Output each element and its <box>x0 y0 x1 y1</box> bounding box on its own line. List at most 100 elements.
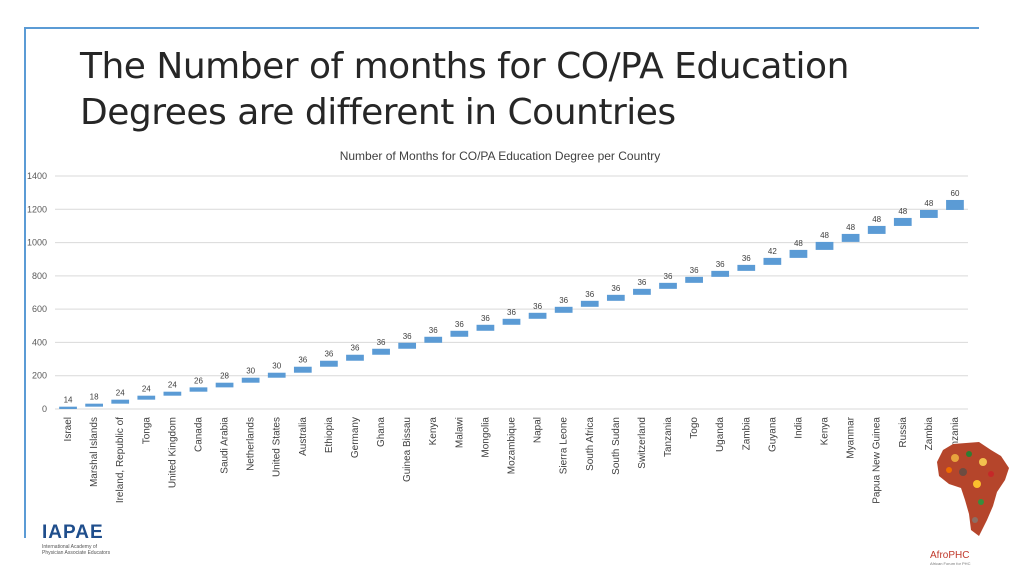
iapae-logo-sub2: Physician Associate Educators <box>42 550 111 556</box>
bar <box>189 387 208 392</box>
bar <box>424 336 443 343</box>
data-label: 48 <box>872 215 881 224</box>
x-tick-label: Togo <box>689 417 700 439</box>
x-tick-label: Ghana <box>376 417 387 447</box>
bar <box>789 249 808 258</box>
data-label: 36 <box>455 320 464 329</box>
x-tick-label: United Kingdom <box>167 417 178 488</box>
bar <box>685 276 703 283</box>
data-label: 36 <box>533 302 542 311</box>
bar <box>85 403 103 407</box>
data-label: 26 <box>194 376 203 385</box>
bar <box>293 366 312 373</box>
bar <box>476 324 495 331</box>
y-tick-label: 400 <box>32 337 47 347</box>
iapae-logo-sub1: International Academy of <box>42 544 98 550</box>
data-label: 48 <box>820 231 829 240</box>
data-label: 36 <box>559 296 568 305</box>
x-tick-label: Kenya <box>820 417 831 446</box>
iapae-logo-text: IAPAE <box>42 522 104 543</box>
bar <box>163 391 182 396</box>
bar <box>241 377 260 383</box>
data-label: 42 <box>768 247 777 256</box>
x-tick-label: Canada <box>193 417 204 452</box>
x-tick-label: Ireland, Republic of <box>115 417 126 503</box>
data-label: 48 <box>794 239 803 248</box>
x-tick-label: Tonga <box>141 417 152 445</box>
data-label: 36 <box>481 314 490 323</box>
x-tick-label: Sierra Leone <box>559 417 570 475</box>
data-label: 48 <box>846 223 855 232</box>
bar <box>763 257 782 265</box>
x-tick-label: Guinea Bissau <box>402 417 413 482</box>
data-label: 30 <box>246 367 255 376</box>
bar <box>606 294 625 301</box>
data-label: 14 <box>64 396 73 405</box>
data-label: 24 <box>142 385 151 394</box>
x-tick-label: Myanmar <box>846 416 857 458</box>
chart-title: Number of Months for CO/PA Education Deg… <box>339 149 661 163</box>
bar <box>815 241 834 250</box>
data-label: 36 <box>403 332 412 341</box>
data-label: 36 <box>324 350 333 359</box>
bar <box>450 330 469 337</box>
bar <box>711 270 730 277</box>
bar <box>346 354 364 361</box>
data-label: 36 <box>507 308 516 317</box>
bar <box>920 209 938 218</box>
y-tick-label: 0 <box>42 404 47 414</box>
bar <box>398 342 417 349</box>
bar <box>320 360 338 367</box>
bar <box>267 372 286 378</box>
data-label: 36 <box>611 284 620 293</box>
data-label: 48 <box>898 207 907 216</box>
data-label: 36 <box>585 290 594 299</box>
x-tick-label: Malawi <box>454 417 465 448</box>
data-label: 36 <box>664 272 673 281</box>
y-tick-label: 1200 <box>27 204 47 214</box>
x-tick-label: Ethiopia <box>324 417 335 454</box>
top-accent-rule <box>24 27 979 29</box>
x-tick-label: Netherlands <box>246 417 257 471</box>
slide-title: The Number of months for CO/PA Education… <box>80 44 960 136</box>
bar <box>528 312 547 319</box>
afrophc-logo: AfroPHC African Forum for PHC <box>930 550 970 566</box>
x-tick-label: United States <box>272 417 283 477</box>
y-tick-label: 200 <box>32 371 47 381</box>
slide-title-line1: The Number of months for CO/PA Education <box>80 46 849 87</box>
africa-map-icon <box>937 442 1009 536</box>
x-tick-label: Zambia <box>741 417 752 451</box>
bar <box>372 348 390 355</box>
bar <box>137 395 156 400</box>
data-label: 30 <box>272 362 281 371</box>
bar <box>893 217 912 226</box>
bar <box>59 406 77 409</box>
x-tick-label: Guyana <box>767 417 778 452</box>
data-label: 60 <box>951 189 960 198</box>
x-tick-label: Zambia <box>924 417 935 451</box>
slide-title-line2: Degrees are different in Countries <box>80 92 676 133</box>
x-tick-label: Uganda <box>715 417 726 452</box>
x-tick-label: India <box>793 417 804 439</box>
x-tick-label: Israel <box>63 417 74 441</box>
bar <box>580 300 599 307</box>
data-label: 36 <box>429 326 438 335</box>
data-label: 36 <box>742 254 751 263</box>
x-tick-label: Papua New Guinea <box>872 417 883 504</box>
data-label: 18 <box>90 393 99 402</box>
bar <box>841 233 860 242</box>
afrophc-logo-sub: African Forum for PHC <box>930 561 971 566</box>
y-tick-label: 600 <box>32 304 47 314</box>
data-label: 36 <box>351 344 360 353</box>
data-label: 28 <box>220 372 229 381</box>
data-label: 36 <box>716 260 725 269</box>
bar <box>633 288 651 295</box>
x-tick-label: Mongolia <box>480 417 491 458</box>
y-tick-label: 1000 <box>27 238 47 248</box>
x-tick-label: South Sudan <box>611 417 622 475</box>
x-tick-label: Marshal Islands <box>89 417 100 487</box>
iapae-logo: IAPAE International Academy of Physician… <box>42 522 122 566</box>
left-accent-rule <box>24 28 26 538</box>
bar <box>554 306 573 313</box>
